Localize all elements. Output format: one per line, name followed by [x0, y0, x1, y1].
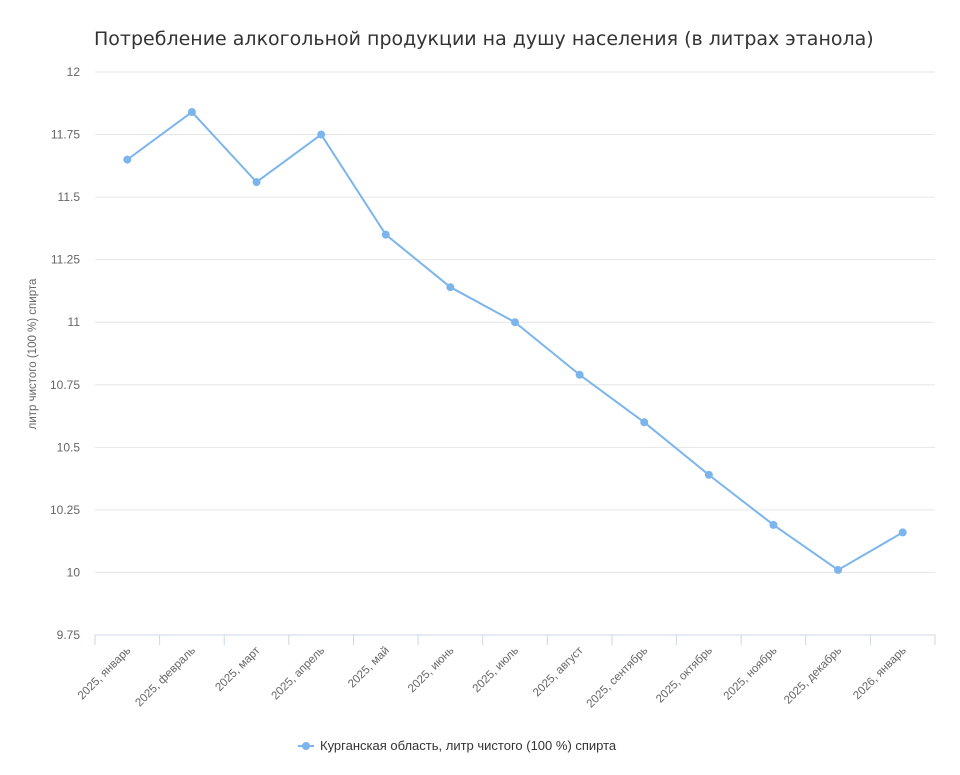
x-tick-label: 2025, декабрь [782, 645, 844, 707]
data-point[interactable] [252, 178, 261, 187]
x-tick-label: 2025, апрель [269, 645, 327, 703]
y-tick-label: 10.25 [50, 503, 80, 517]
x-tick-label: 2025, сентябрь [585, 645, 651, 711]
data-point[interactable] [317, 130, 326, 139]
x-tick-label: 2025, февраль [133, 645, 198, 710]
y-tick-label: 11.25 [51, 253, 80, 267]
y-tick-label: 12 [67, 65, 81, 79]
data-point[interactable] [769, 520, 778, 529]
data-point[interactable] [640, 418, 649, 427]
x-tick-label: 2025, июль [471, 645, 522, 696]
data-point[interactable] [381, 230, 390, 239]
series [123, 108, 907, 574]
legend-label[interactable]: Курганская область, литр чистого (100 %)… [320, 738, 617, 753]
data-point[interactable] [187, 108, 196, 117]
x-tick-label: 2025, март [213, 644, 263, 694]
y-tick-label: 10 [67, 565, 81, 579]
x-tick-label: 2025, июнь [406, 645, 456, 695]
data-point[interactable] [575, 370, 584, 379]
data-point[interactable] [898, 528, 907, 537]
data-point[interactable] [834, 565, 843, 574]
x-tick-label: 2025, август [531, 644, 586, 699]
legend[interactable]: Курганская область, литр чистого (100 %)… [298, 738, 617, 753]
x-tick-label: 2025, ноябрь [722, 645, 780, 703]
x-tick-label: 2025, май [346, 645, 392, 691]
x-tick-label: 2026, январь [851, 645, 909, 703]
data-point[interactable] [446, 283, 455, 292]
data-point[interactable] [704, 470, 713, 479]
data-point[interactable] [123, 155, 132, 164]
y-axis-title: литр чистого (100 %) спирта [27, 278, 39, 429]
legend-marker[interactable] [302, 742, 310, 750]
y-tick-label: 11.5 [58, 190, 81, 204]
series-line [126, 111, 904, 571]
y-axis-ticks: 9.75 10 10.25 10.5 10.75 11 11.25 11.5 11.75 12 [50, 65, 80, 642]
y-tick-label: 10.5 [57, 440, 81, 454]
y-tick-label: 11.75 [51, 128, 80, 142]
x-tick-label: 2025, октябрь [654, 645, 715, 706]
x-axis: 2025, январь 2025, февраль 2025, март 2025,… [76, 634, 936, 711]
chart-title: Потребление алкогольной продукции на душ… [94, 28, 874, 50]
data-point[interactable] [511, 318, 519, 327]
x-tick-label: 2025, январь [76, 645, 134, 703]
y-tick-label: 11 [68, 315, 81, 329]
y-tick-label: 9.75 [57, 628, 81, 642]
y-tick-label: 10.75 [50, 378, 80, 392]
